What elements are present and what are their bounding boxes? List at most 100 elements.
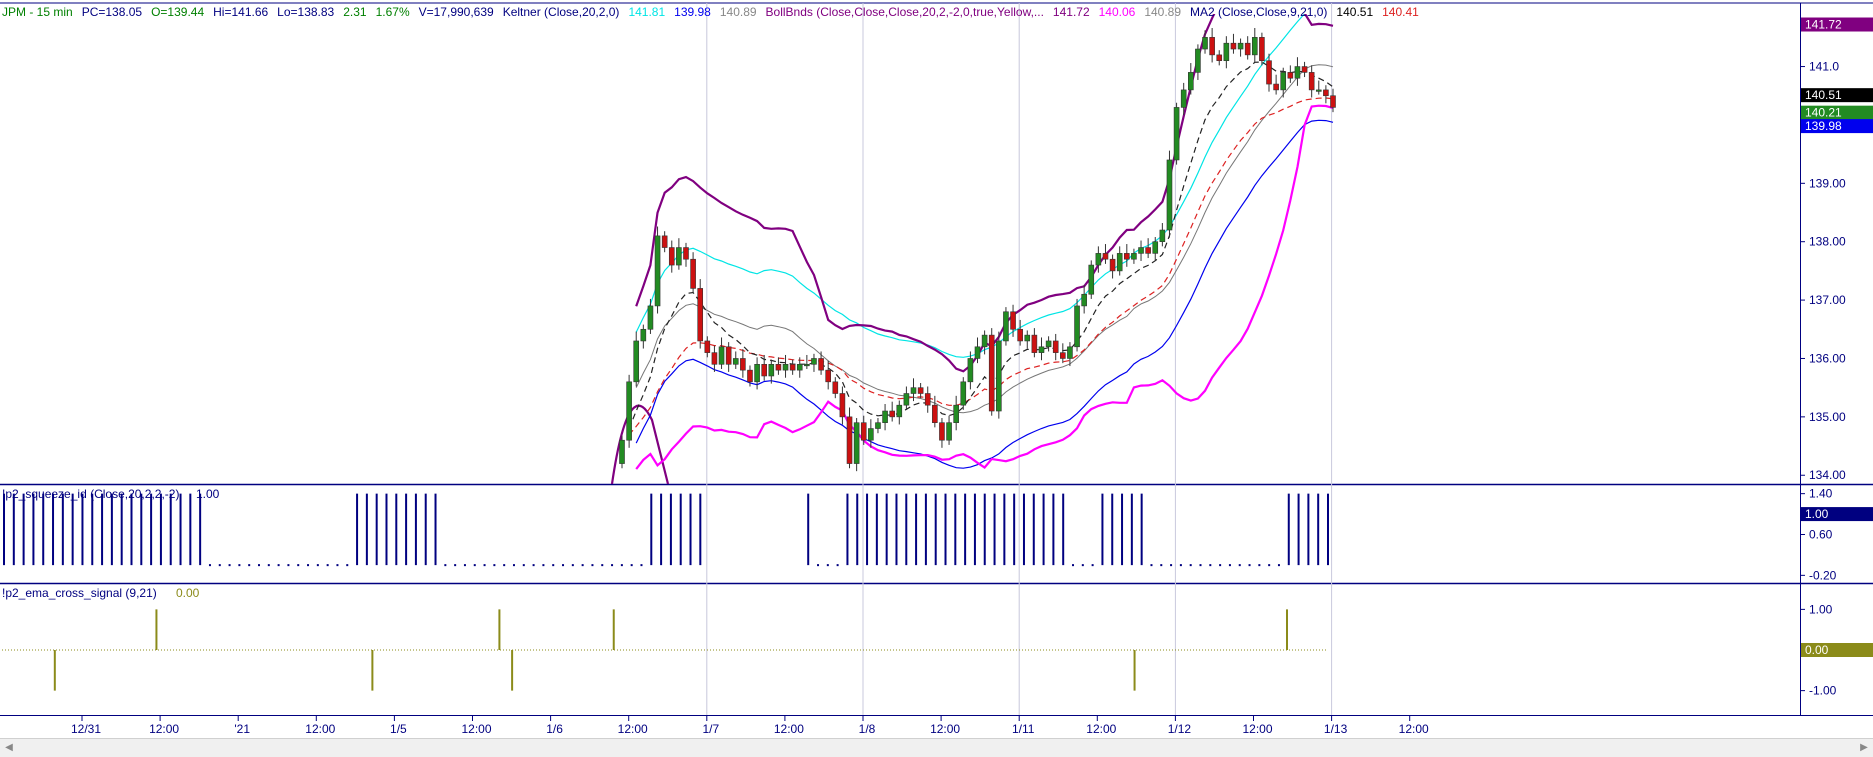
y-tick-label: -0.20 — [1809, 568, 1837, 582]
squeeze-dot — [297, 564, 300, 567]
candle-up — [1074, 305, 1080, 348]
candle-down — [1266, 60, 1272, 85]
candle-up — [1038, 346, 1045, 353]
squeeze-dot — [277, 564, 280, 567]
bollinger-upper-line — [610, 404, 670, 484]
candle-down — [818, 358, 824, 371]
candle-down — [889, 410, 895, 418]
candle-up — [1003, 311, 1009, 342]
price-tag — [1801, 88, 1873, 103]
x-tick-label: 12:00 — [774, 722, 804, 736]
chart-canvas[interactable]: 12/31 12:00 '21 12:00 1/5 12:00 1/6 12:00 1/7 12:… — [0, 0, 1873, 738]
price-tag — [1801, 105, 1873, 120]
squeeze-dot — [1209, 564, 1212, 567]
squeeze-dot — [257, 564, 260, 567]
candle-up — [1166, 159, 1173, 231]
y-tick-label: 135.00 — [1809, 410, 1846, 424]
candle-up — [626, 381, 632, 441]
header-value: 141.72 — [1053, 5, 1090, 19]
scroll-right-icon[interactable]: ▶ — [1860, 742, 1868, 753]
squeeze-dot — [562, 564, 565, 567]
candle-down — [1259, 37, 1265, 62]
squeeze-dot — [1072, 564, 1075, 567]
candle-down — [832, 381, 839, 394]
candle-down — [1216, 54, 1223, 62]
candle-up — [1159, 229, 1166, 243]
candle-up — [676, 247, 682, 266]
candle-down — [1323, 89, 1329, 97]
candle-up — [633, 340, 640, 383]
candle-up — [946, 422, 952, 441]
horizontal-scrollbar[interactable]: ◀ ▶ — [0, 738, 1873, 757]
candle-down — [932, 404, 938, 423]
squeeze-dot — [552, 564, 555, 567]
candle-up — [1095, 253, 1102, 266]
y-tick-label: 136.00 — [1809, 351, 1846, 365]
header-value: V=17,990,639 — [419, 5, 494, 19]
candle-up — [967, 358, 974, 383]
squeeze-last-value: 1.00 — [196, 487, 220, 501]
candle-up — [1173, 107, 1180, 161]
header-value: Keltner (Close,20,2,0) — [503, 5, 620, 19]
candle-down — [661, 235, 668, 248]
x-tick-label: 12:00 — [1242, 722, 1272, 736]
candle-up — [619, 439, 625, 464]
x-tick-label: 1/7 — [702, 722, 719, 736]
x-tick-label: 12:00 — [1399, 722, 1429, 736]
x-tick-label: 12/31 — [71, 722, 101, 736]
candle-down — [1109, 258, 1116, 272]
candle-down — [683, 247, 689, 260]
candle-down — [917, 387, 924, 394]
candle-down — [1124, 253, 1130, 260]
y-tick-label: 138.00 — [1809, 235, 1846, 249]
candle-down — [1031, 334, 1038, 353]
squeeze-dot — [248, 564, 251, 567]
squeeze-dot — [444, 564, 447, 567]
price-tag — [1801, 17, 1873, 32]
squeeze-dot — [228, 564, 231, 567]
x-tick-label: 1/5 — [390, 722, 407, 736]
candle-down — [939, 422, 945, 441]
x-tick-label: 1/8 — [859, 722, 876, 736]
candle-up — [718, 346, 725, 365]
x-tick-label: '21 — [234, 722, 250, 736]
y-tick-label: 0.60 — [1809, 528, 1833, 542]
y-tick-label: 141.0 — [1809, 60, 1839, 74]
candle-down — [1301, 66, 1308, 73]
candle-down — [747, 369, 753, 383]
squeeze-dot — [1189, 564, 1192, 567]
candle-down — [846, 416, 853, 464]
candle-down — [725, 346, 732, 365]
squeeze-dot — [826, 564, 829, 567]
squeeze-dot — [1199, 564, 1202, 567]
candle-up — [796, 364, 803, 371]
squeeze-tag-label: 1.00 — [1805, 507, 1829, 521]
scroll-left-icon[interactable]: ◀ — [5, 742, 13, 753]
candle-down — [860, 422, 867, 441]
squeeze-dot — [1091, 564, 1094, 567]
candle-down — [1060, 352, 1066, 359]
squeeze-dot — [463, 564, 466, 567]
squeeze-dot — [346, 564, 349, 567]
candle-up — [996, 340, 1002, 412]
squeeze-dot — [473, 564, 476, 567]
candle-up — [1024, 334, 1031, 342]
candle-up — [896, 404, 903, 418]
candle-down — [1273, 83, 1279, 91]
squeeze-dot — [1170, 564, 1173, 567]
candle-down — [1308, 72, 1315, 91]
candle-up — [640, 328, 647, 342]
candle-up — [1237, 42, 1244, 50]
candle-down — [1287, 72, 1294, 79]
candle-down — [1145, 247, 1151, 254]
squeeze-dot — [1248, 564, 1251, 567]
candle-up — [804, 364, 810, 367]
keltner-lower-line — [635, 119, 1334, 469]
squeeze-dot — [1268, 564, 1271, 567]
candle-up — [768, 364, 775, 377]
candle-up — [1280, 72, 1287, 91]
x-tick-label: 1/6 — [546, 722, 563, 736]
candle-down — [1244, 42, 1251, 56]
candle-down — [1017, 328, 1023, 342]
squeeze-dot — [503, 564, 506, 567]
